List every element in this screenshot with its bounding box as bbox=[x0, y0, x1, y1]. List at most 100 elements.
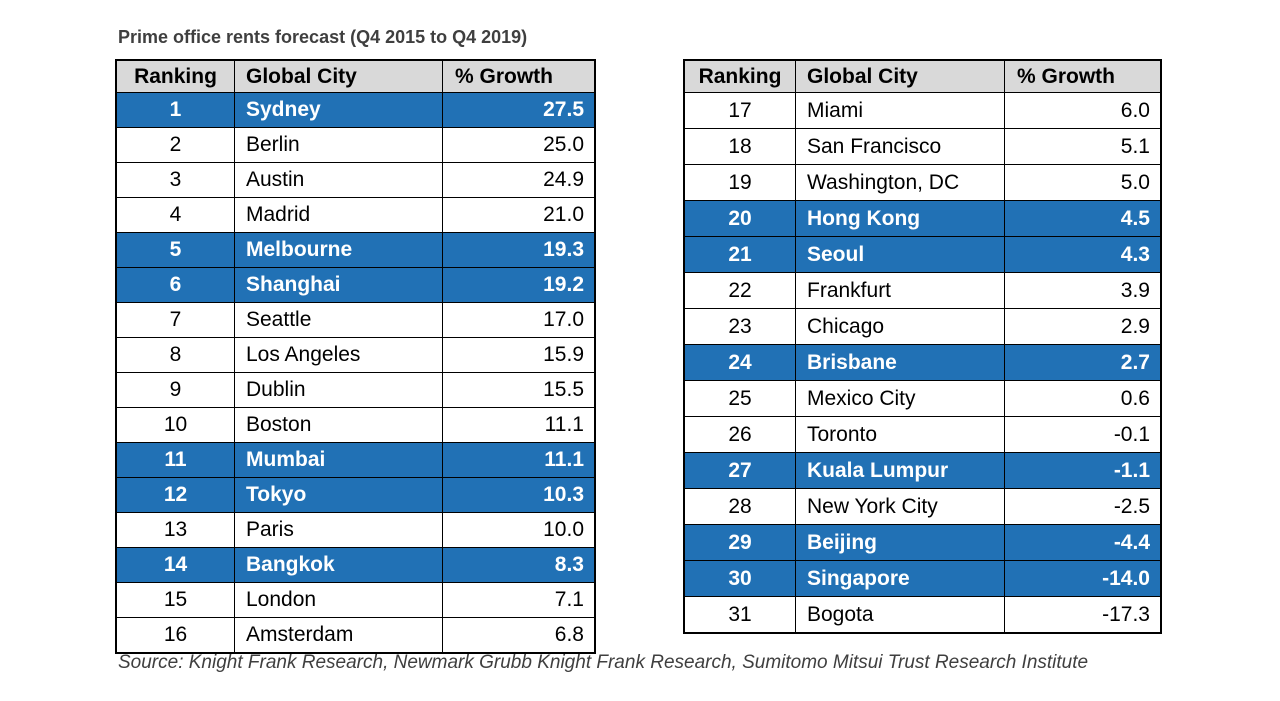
table-row: 19 Washington, DC 5.0 bbox=[683, 164, 1162, 201]
table-row: 23 Chicago 2.9 bbox=[683, 308, 1162, 345]
ranking-cell: 17 bbox=[683, 92, 796, 129]
growth-cell: 11.1 bbox=[442, 407, 596, 443]
ranking-cell: 31 bbox=[683, 596, 796, 634]
ranking-cell: 16 bbox=[115, 617, 235, 654]
table-row: 20 Hong Kong 4.5 bbox=[683, 200, 1162, 237]
table-row: 25 Mexico City 0.6 bbox=[683, 380, 1162, 417]
table-row: 30 Singapore -14.0 bbox=[683, 560, 1162, 597]
city-cell: Chicago bbox=[795, 308, 1005, 345]
growth-cell: 6.8 bbox=[442, 617, 596, 654]
table-row: 28 New York City -2.5 bbox=[683, 488, 1162, 525]
growth-cell: 15.5 bbox=[442, 372, 596, 408]
city-cell: Beijing bbox=[795, 524, 1005, 561]
ranking-cell: 24 bbox=[683, 344, 796, 381]
rank-table-left: Ranking Global City% Growth 1 Sydney 27.5 2 Be… bbox=[115, 59, 596, 654]
ranking-cell: 3 bbox=[115, 162, 235, 198]
table-row: 2 Berlin 25.0 bbox=[115, 127, 596, 163]
growth-cell: 27.5 bbox=[442, 92, 596, 128]
growth-cell: 19.3 bbox=[442, 232, 596, 268]
growth-cell: 0.6 bbox=[1004, 380, 1162, 417]
ranking-cell: 20 bbox=[683, 200, 796, 237]
growth-cell: -4.4 bbox=[1004, 524, 1162, 561]
growth-header: % Growth bbox=[1004, 59, 1162, 93]
city-cell: Sydney bbox=[234, 92, 443, 128]
table-row: 11 Mumbai 11.1 bbox=[115, 442, 596, 478]
city-cell: Seoul bbox=[795, 236, 1005, 273]
table-row: 29 Beijing -4.4 bbox=[683, 524, 1162, 561]
city-cell: Washington, DC bbox=[795, 164, 1005, 201]
table-row: 4 Madrid 21.0 bbox=[115, 197, 596, 233]
city-cell: Austin bbox=[234, 162, 443, 198]
city-cell: Boston bbox=[234, 407, 443, 443]
growth-cell: 11.1 bbox=[442, 442, 596, 478]
ranking-cell: 23 bbox=[683, 308, 796, 345]
city-cell: Mexico City bbox=[795, 380, 1005, 417]
growth-cell: 7.1 bbox=[442, 582, 596, 618]
ranking-cell: 19 bbox=[683, 164, 796, 201]
city-cell: Mumbai bbox=[234, 442, 443, 478]
ranking-cell: 12 bbox=[115, 477, 235, 513]
city-cell: Kuala Lumpur bbox=[795, 452, 1005, 489]
growth-header: % Growth bbox=[442, 59, 596, 93]
ranking-cell: 30 bbox=[683, 560, 796, 597]
table-row: 10 Boston 11.1 bbox=[115, 407, 596, 443]
growth-cell: 25.0 bbox=[442, 127, 596, 163]
growth-cell: 5.0 bbox=[1004, 164, 1162, 201]
growth-cell: 24.9 bbox=[442, 162, 596, 198]
city-cell: Berlin bbox=[234, 127, 443, 163]
growth-cell: 3.9 bbox=[1004, 272, 1162, 309]
growth-cell: 10.3 bbox=[442, 477, 596, 513]
growth-cell: 5.1 bbox=[1004, 128, 1162, 165]
growth-cell: -17.3 bbox=[1004, 596, 1162, 634]
ranking-header: Ranking bbox=[115, 59, 235, 93]
ranking-cell: 18 bbox=[683, 128, 796, 165]
table-row: 22 Frankfurt 3.9 bbox=[683, 272, 1162, 309]
growth-cell: -2.5 bbox=[1004, 488, 1162, 525]
growth-cell: 21.0 bbox=[442, 197, 596, 233]
city-cell: Hong Kong bbox=[795, 200, 1005, 237]
city-cell: New York City bbox=[795, 488, 1005, 525]
table-row: 18 San Francisco 5.1 bbox=[683, 128, 1162, 165]
growth-cell: 2.9 bbox=[1004, 308, 1162, 345]
source-note: Source: Knight Frank Research, Newmark G… bbox=[118, 652, 1089, 673]
ranking-cell: 2 bbox=[115, 127, 235, 163]
table-row: 7 Seattle 17.0 bbox=[115, 302, 596, 338]
table-row: 17 Miami 6.0 bbox=[683, 92, 1162, 129]
city-cell: Dublin bbox=[234, 372, 443, 408]
ranking-cell: 29 bbox=[683, 524, 796, 561]
ranking-cell: 10 bbox=[115, 407, 235, 443]
table-row: 15 London 7.1 bbox=[115, 582, 596, 618]
ranking-cell: 22 bbox=[683, 272, 796, 309]
city-cell: San Francisco bbox=[795, 128, 1005, 165]
ranking-cell: 27 bbox=[683, 452, 796, 489]
city-header: Global City bbox=[795, 59, 1005, 93]
growth-cell: -14.0 bbox=[1004, 560, 1162, 597]
city-cell: Paris bbox=[234, 512, 443, 548]
table-row: 5 Melbourne 19.3 bbox=[115, 232, 596, 268]
table-row: 24 Brisbane 2.7 bbox=[683, 344, 1162, 381]
city-cell: Los Angeles bbox=[234, 337, 443, 373]
ranking-cell: 14 bbox=[115, 547, 235, 583]
table-row: 6 Shanghai 19.2 bbox=[115, 267, 596, 303]
growth-cell: 4.3 bbox=[1004, 236, 1162, 273]
table-row: 12 Tokyo 10.3 bbox=[115, 477, 596, 513]
ranking-cell: 13 bbox=[115, 512, 235, 548]
table-row: 1 Sydney 27.5 bbox=[115, 92, 596, 128]
growth-cell: 10.0 bbox=[442, 512, 596, 548]
ranking-cell: 7 bbox=[115, 302, 235, 338]
ranking-cell: 28 bbox=[683, 488, 796, 525]
ranking-cell: 6 bbox=[115, 267, 235, 303]
growth-cell: 19.2 bbox=[442, 267, 596, 303]
city-cell: London bbox=[234, 582, 443, 618]
ranking-cell: 15 bbox=[115, 582, 235, 618]
city-cell: Amsterdam bbox=[234, 617, 443, 654]
table-row: 14 Bangkok 8.3 bbox=[115, 547, 596, 583]
ranking-header: Ranking bbox=[683, 59, 796, 93]
city-header: Global City bbox=[234, 59, 443, 93]
ranking-cell: 21 bbox=[683, 236, 796, 273]
city-cell: Miami bbox=[795, 92, 1005, 129]
table-row: 13 Paris 10.0 bbox=[115, 512, 596, 548]
city-cell: Singapore bbox=[795, 560, 1005, 597]
city-cell: Frankfurt bbox=[795, 272, 1005, 309]
growth-cell: 15.9 bbox=[442, 337, 596, 373]
